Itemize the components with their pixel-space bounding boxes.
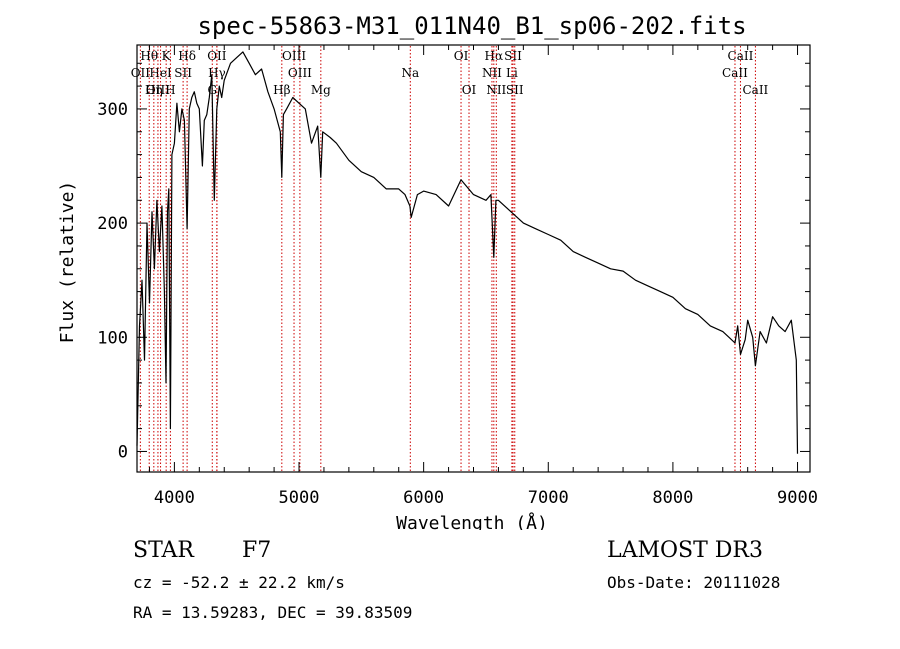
- line-marker-label: HeI: [149, 66, 172, 80]
- line-marker-label: Hθ: [140, 49, 158, 63]
- line-marker-label: SII: [506, 83, 524, 97]
- line-marker-label: OII: [131, 66, 151, 80]
- x-axis-label: Wavelength (Å): [396, 512, 548, 530]
- survey-name: LAMOST DR3: [607, 538, 763, 563]
- object-subclass: F7: [242, 538, 272, 563]
- redshift-cz: cz = -52.2 ± 22.2 km/s: [133, 573, 345, 592]
- y-tick-label: 0: [118, 442, 128, 462]
- line-marker-label: Hδ: [178, 49, 196, 63]
- x-tick-label: 4000: [154, 488, 195, 508]
- line-marker-label: OIII: [282, 49, 306, 63]
- line-marker-label: OII: [207, 49, 227, 63]
- line-marker-label: Li: [506, 66, 518, 80]
- line-marker-label: OI: [462, 83, 477, 97]
- line-marker-label: OIII: [146, 83, 170, 97]
- spectrum-series: [136, 51, 799, 454]
- line-marker-label: SII: [174, 66, 192, 80]
- x-tick-label: 6000: [403, 488, 444, 508]
- line-marker-label: NII: [486, 83, 506, 97]
- x-tick-label: 9000: [777, 488, 818, 508]
- line-marker-label: CaII: [722, 66, 748, 80]
- observation-date: Obs-Date: 20111028: [607, 573, 781, 592]
- line-marker-label: CaII: [742, 83, 768, 97]
- line-marker-label: H: [165, 83, 175, 97]
- line-marker-label: OIII: [288, 66, 312, 80]
- line-marker-label: Hη: [145, 83, 163, 97]
- plot-border: [136, 44, 811, 473]
- axis-ticks: 4000 5000 6000 7000 8000 9000 0 100 200 300: [97, 45, 818, 508]
- line-marker-label: OI: [454, 49, 469, 63]
- line-marker-label: Hα: [485, 49, 504, 63]
- x-tick-label: 8000: [652, 488, 693, 508]
- object-class: STAR: [133, 538, 194, 563]
- plot-frame: [136, 44, 811, 473]
- y-axis-label: Flux (relative): [57, 181, 78, 344]
- line-marker-label: CaII: [728, 49, 754, 63]
- chart-title: spec-55863-M31_011N40_B1_sp06-202.fits: [197, 12, 746, 40]
- line-marker-label: Hγ: [208, 66, 226, 80]
- y-tick-label: 100: [97, 328, 128, 348]
- y-tick-label: 300: [97, 100, 128, 120]
- x-tick-label: 5000: [279, 488, 320, 508]
- spectrum-chart: spec-55863-M31_011N40_B1_sp06-202.fits H…: [57, 12, 818, 530]
- line-marker-label: K: [162, 49, 172, 63]
- line-marker-label: Mg: [311, 83, 331, 97]
- line-marker-label: NII: [482, 66, 502, 80]
- spectrum-line-0: [136, 51, 799, 454]
- line-marker-label: SII: [504, 49, 522, 63]
- coordinates: RA = 13.59283, DEC = 39.83509: [133, 603, 413, 622]
- x-tick-label: 7000: [528, 488, 569, 508]
- y-tick-label: 200: [97, 214, 128, 234]
- line-marker-label: Na: [401, 66, 419, 80]
- line-marker-label: Hβ: [273, 83, 290, 97]
